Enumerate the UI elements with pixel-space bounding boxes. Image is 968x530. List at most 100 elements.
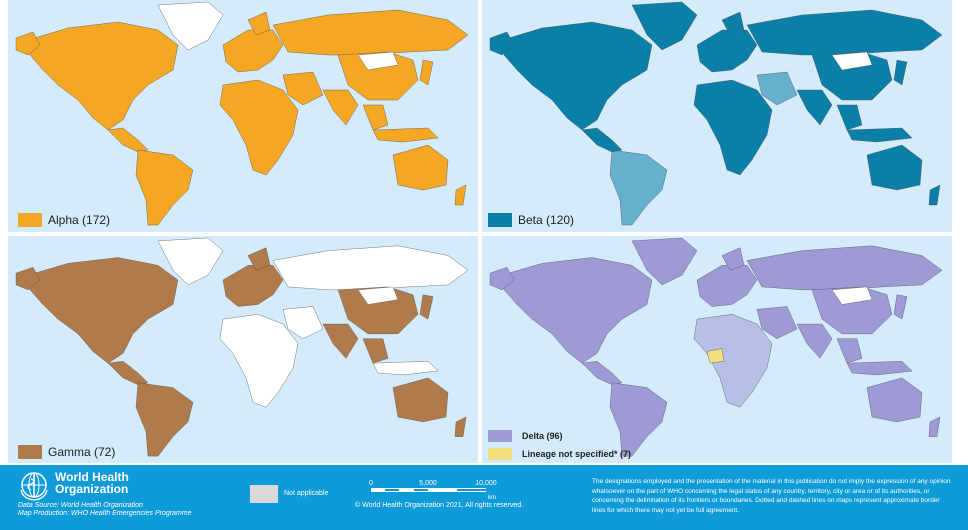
region-in	[322, 89, 359, 126]
region-green	[157, 237, 224, 286]
region-alaska	[15, 31, 41, 56]
world-map-gamma	[15, 237, 469, 457]
region-mideast	[282, 306, 324, 339]
disclaimer-text: The designations employed and the presen…	[592, 478, 951, 514]
region-indo	[372, 361, 439, 376]
region-ca	[581, 127, 623, 153]
region-mideast	[756, 306, 798, 339]
region-russia	[746, 245, 943, 291]
region-eu	[222, 29, 284, 73]
region-jp	[893, 59, 908, 86]
not-applicable-label: Not applicable	[284, 490, 329, 497]
legend-label-gamma: Gamma (72)	[48, 445, 116, 459]
scale-tick-2: 10,000	[475, 480, 497, 487]
region-af	[219, 314, 299, 408]
region-af	[693, 314, 773, 408]
region-scand	[247, 11, 271, 36]
world-map-delta	[489, 237, 943, 457]
region-mongolia	[831, 286, 873, 305]
region-sa	[609, 382, 668, 457]
region-af	[693, 79, 773, 176]
region-eu	[222, 265, 284, 307]
scale-unit: km	[488, 495, 496, 501]
region-ca	[107, 361, 149, 385]
region-sa	[609, 149, 668, 226]
region-na	[501, 257, 653, 364]
region-na	[27, 21, 179, 131]
data-source-text: Data Source: World Health Organization	[18, 502, 143, 509]
legend-alpha: Alpha (172)	[18, 213, 110, 227]
region-au	[392, 377, 449, 423]
legend-label-alpha: Alpha (172)	[48, 213, 111, 227]
region-jp	[419, 59, 434, 86]
region-nz	[454, 416, 467, 437]
not-applicable-swatch	[250, 485, 278, 503]
region-na	[27, 257, 179, 364]
region-indo	[846, 361, 913, 376]
legend-lineage-not-specified: Lineage not specified* (7)	[488, 448, 631, 460]
scale-tick-1: 5,000	[419, 480, 437, 487]
region-mideast	[756, 71, 798, 106]
who-logo-icon	[20, 472, 48, 501]
region-sea	[836, 338, 863, 364]
region-mongolia	[357, 286, 399, 305]
region-mongolia	[831, 51, 873, 71]
scale-bar: 0 5,000 10,000 km	[355, 477, 505, 517]
footer-bar: World Health Organization Data Source: W…	[0, 465, 968, 530]
region-green	[157, 1, 224, 51]
region-eu	[696, 265, 758, 307]
legend-gamma: Gamma (72)	[18, 445, 115, 459]
region-na	[501, 21, 653, 131]
region-indo	[846, 127, 913, 143]
region-au	[866, 377, 923, 423]
scale-bar-graphic: 0 5,000 10,000 km	[369, 480, 497, 501]
world-map-alpha	[15, 1, 469, 226]
legend-beta: Beta (120)	[488, 213, 574, 227]
region-in	[322, 323, 359, 359]
legend-label-beta: Beta (120)	[518, 213, 575, 227]
region-in	[796, 323, 833, 359]
map-panel-beta: Beta (120)	[482, 0, 952, 232]
region-alaska	[489, 31, 515, 56]
region-scand	[721, 11, 745, 36]
region-sa	[135, 382, 194, 457]
map-panel-gamma: Gamma (72)	[8, 236, 478, 463]
region-alaska	[489, 267, 515, 291]
region-eu	[696, 29, 758, 73]
region-sea	[362, 338, 389, 364]
legend-label-delta: Delta (96)	[522, 431, 563, 441]
region-scand	[721, 247, 745, 271]
scale-tick-0: 0	[369, 480, 373, 487]
legend-swatch-beta	[488, 213, 512, 227]
region-russia	[272, 245, 469, 291]
region-nz	[928, 184, 941, 206]
region-jp	[893, 294, 908, 320]
who-org-name: World Health Organization	[55, 471, 135, 495]
region-ca	[581, 361, 623, 385]
region-russia	[746, 9, 943, 56]
region-au	[392, 144, 449, 191]
legend-delta: Delta (96)	[488, 430, 563, 442]
region-nz	[454, 184, 467, 206]
region-lineage-not-specified	[706, 348, 725, 364]
region-sea	[362, 104, 389, 131]
org-name-line2: Organization	[55, 482, 129, 496]
region-jp	[419, 294, 434, 320]
region-green	[631, 1, 698, 51]
legend-swatch-delta	[488, 430, 512, 442]
region-indo	[372, 127, 439, 143]
credits: Data Source: World Health Organization M…	[18, 502, 192, 518]
region-mideast	[282, 71, 324, 106]
legend-label-lineage: Lineage not specified* (7)	[522, 449, 632, 459]
region-ca	[107, 127, 149, 153]
region-scand	[247, 247, 271, 271]
map-panel-alpha: Alpha (172)	[8, 0, 478, 232]
region-af	[219, 79, 299, 176]
legend-swatch-lineage	[488, 448, 512, 460]
world-map-beta	[489, 1, 943, 226]
map-panel-delta: Delta (96) Lineage not specified* (7)	[482, 236, 952, 463]
region-in	[796, 89, 833, 126]
region-green	[631, 237, 698, 286]
region-sea	[836, 104, 863, 131]
region-russia	[272, 9, 469, 56]
